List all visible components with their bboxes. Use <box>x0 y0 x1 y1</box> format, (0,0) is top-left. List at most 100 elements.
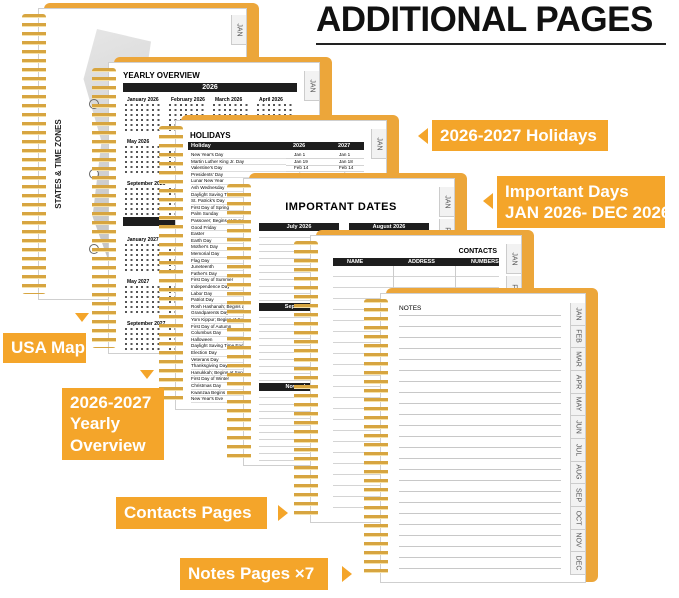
rule-line <box>399 535 561 536</box>
day-grid <box>125 286 163 314</box>
tab-label: JUN <box>574 420 582 434</box>
tab-label: NOV <box>574 532 582 549</box>
rule-line <box>399 403 561 404</box>
title-rule <box>316 43 666 45</box>
holiday-name: Martin Luther King Jr. Day <box>191 159 286 166</box>
month-label: January 2026 <box>127 97 159 103</box>
spiral <box>364 299 388 577</box>
callout-arrow <box>140 370 154 379</box>
tab: FEB <box>570 325 585 349</box>
rule-line <box>259 237 339 238</box>
holiday-date: Jan 19 <box>294 158 308 164</box>
tab-label: JAN <box>308 78 316 93</box>
tab: JUN <box>570 416 585 439</box>
header-bar: NAME ADDRESS NUMBERS <box>333 258 499 266</box>
tab: JAN <box>231 15 246 45</box>
callout-arrow <box>418 128 428 144</box>
rule-line <box>399 469 561 470</box>
rule-line <box>399 348 561 349</box>
map-title: STATES & TIME ZONES <box>54 119 63 209</box>
tab: MAR <box>570 348 585 371</box>
holiday-date: Feb 14 <box>339 165 354 171</box>
day-grid <box>125 328 163 353</box>
tab: DEC <box>570 552 585 575</box>
holiday-date: Jan 18 <box>339 158 353 164</box>
rule-line <box>399 557 561 558</box>
rule-line <box>399 392 561 393</box>
page-title: NOTES <box>399 305 422 312</box>
rule-line <box>399 502 561 503</box>
holiday-name: New Year's Day <box>191 152 286 159</box>
callout-text: Notes Pages ×7 <box>188 564 315 584</box>
holidays-callout: 2026-2027 Holidays <box>432 120 608 151</box>
callout-text: 2026-2027 <box>70 393 152 413</box>
tab-label: DEC <box>574 555 582 571</box>
tab-label: JAN <box>510 251 518 266</box>
tab: JAN <box>439 187 454 217</box>
rule-line <box>286 171 364 173</box>
rule-line <box>399 546 561 547</box>
spiral <box>227 184 251 460</box>
tab-label: JAN <box>375 136 383 151</box>
rule-line <box>399 491 561 492</box>
tab: JAN <box>371 129 386 159</box>
callout-arrow <box>483 193 493 209</box>
rule-line <box>399 480 561 481</box>
holiday-name: Presidents' Day <box>191 172 286 179</box>
month-label: September 2027 <box>127 321 166 327</box>
rule-line <box>333 276 499 277</box>
title: ADDITIONAL PAGES <box>316 0 653 39</box>
rule-line <box>399 414 561 415</box>
column-header: 2026 <box>293 143 306 149</box>
holiday-name: Valentine's Day <box>191 165 286 172</box>
contacts-callout: Contacts Pages <box>116 497 267 529</box>
month-label: January 2027 <box>127 237 159 243</box>
tab-label: MAR <box>574 351 582 367</box>
spiral <box>159 126 183 404</box>
rule-line <box>399 337 561 338</box>
rule-line <box>399 447 561 448</box>
day-grid <box>125 188 163 216</box>
callout-arrow <box>75 313 89 322</box>
day-grid <box>125 244 163 272</box>
tab: JUL <box>570 439 585 462</box>
tab: JAN <box>304 71 319 101</box>
callout-text: USA Map <box>11 338 85 358</box>
callout-text: Important Days <box>505 181 629 201</box>
rule-line <box>399 381 561 382</box>
spiral <box>22 14 46 294</box>
map-callout: USA Map <box>3 333 86 363</box>
notes-page: NOTES JAN FEB MAR APR MAY JUN JUL AUG SEP OCT NOV DE… <box>380 293 586 583</box>
header-bar: Holiday 2026 2027 <box>188 142 364 150</box>
tab: JAN <box>506 244 521 274</box>
holiday-date: Jan 1 <box>339 152 351 157</box>
tab: AUG <box>570 461 585 485</box>
tab: NOV <box>570 529 585 553</box>
tab: JAN <box>570 303 585 326</box>
notes-callout: Notes Pages ×7 <box>180 558 328 590</box>
holiday-date: Feb 14 <box>294 165 309 171</box>
tab-label: FEB <box>574 329 582 344</box>
tab: APR <box>570 371 585 394</box>
tab: MAY <box>570 393 585 417</box>
tab-label: MAY <box>574 397 582 412</box>
month-bar: July 2026 <box>259 223 339 231</box>
callout-text: Contacts Pages <box>124 503 252 523</box>
rule-line <box>399 359 561 360</box>
page-title: IMPORTANT DATES <box>285 201 397 213</box>
rule-line <box>399 370 561 371</box>
rule-line <box>399 458 561 459</box>
rule-line <box>333 287 499 288</box>
callout-text: JAN 2026- DEC 2026 <box>505 203 671 222</box>
month-label: May 2026 <box>127 139 150 145</box>
month-bar: August 2026 <box>349 223 429 231</box>
callout-text: 2026-2027 Holidays <box>440 125 597 145</box>
rule-line <box>399 524 561 525</box>
year-bar: 2026 <box>123 83 297 92</box>
spiral <box>92 68 116 348</box>
page-title: CONTACTS <box>458 248 497 255</box>
rule-line <box>286 158 364 159</box>
callout-text: Yearly <box>70 414 121 434</box>
rule-line <box>399 436 561 437</box>
rule-line <box>399 315 561 316</box>
